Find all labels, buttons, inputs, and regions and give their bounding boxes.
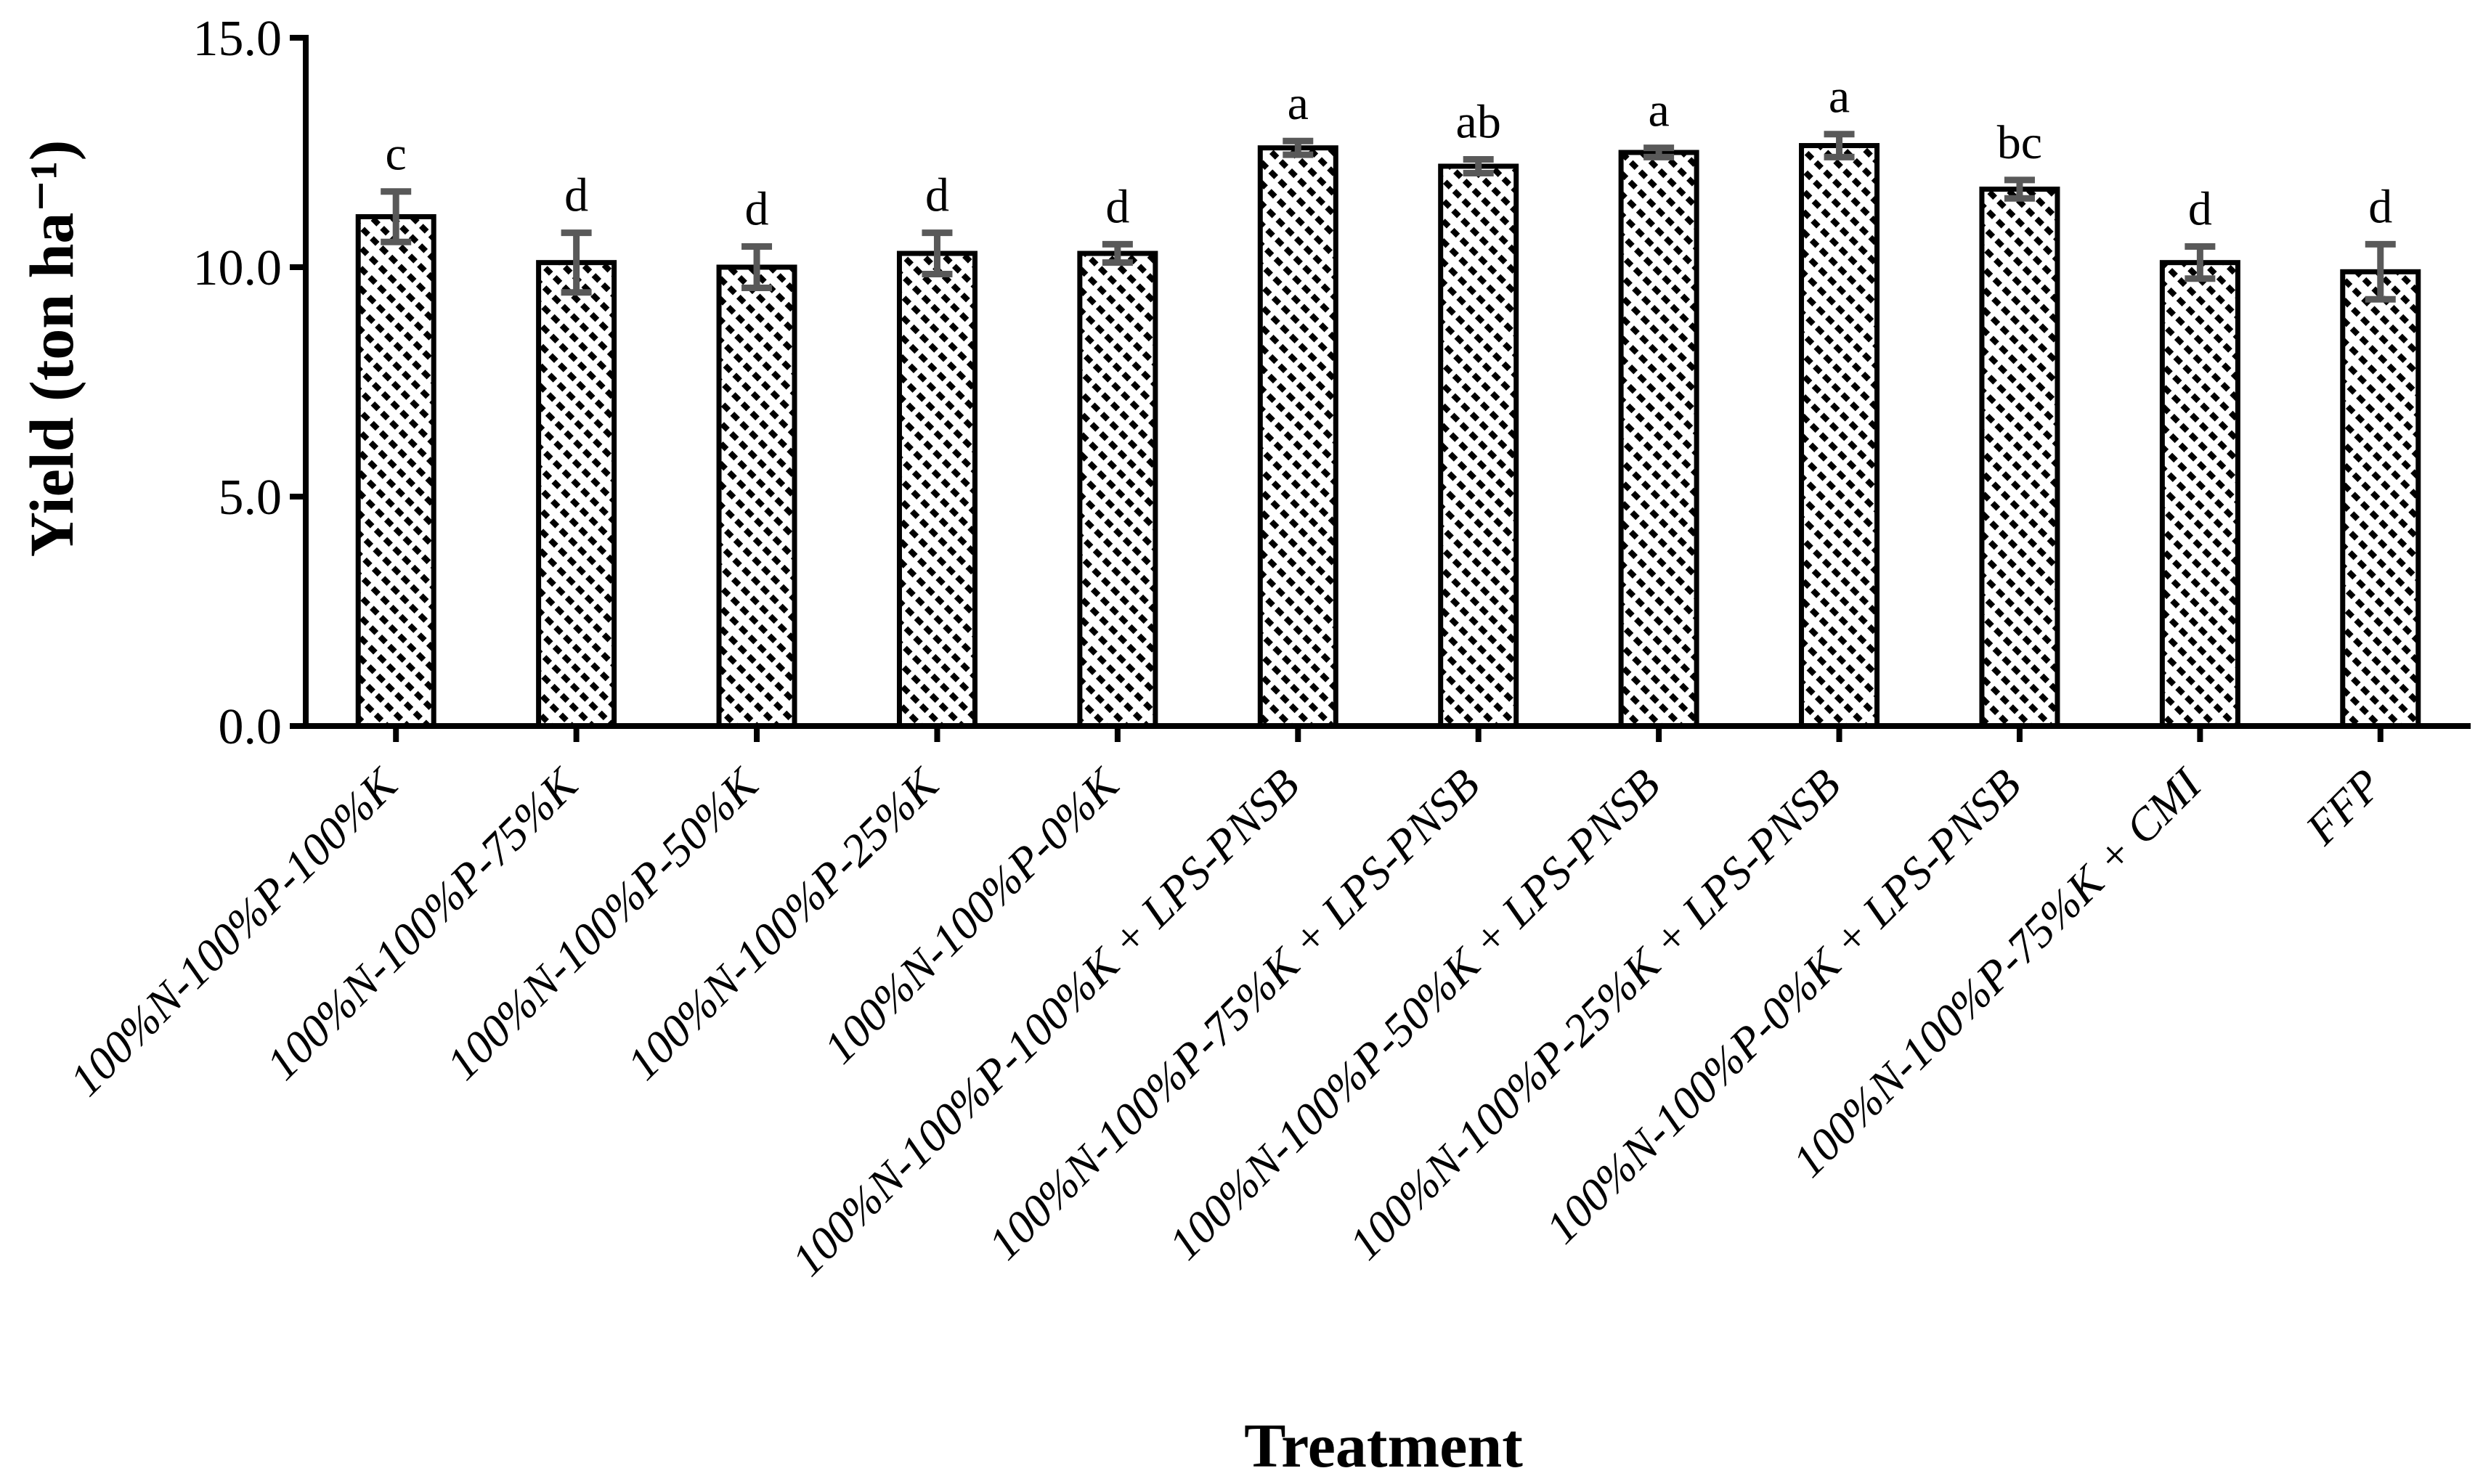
x-category-label-5: 100%N-100%P-0%K [814, 757, 1130, 1073]
sig-letter-9: a [1829, 70, 1850, 123]
y-tick-label-15.0: 15.0 [193, 11, 283, 67]
sig-letter-10: bc [1997, 116, 2042, 169]
bar-5 [1077, 250, 1158, 729]
bars-layer [355, 143, 2421, 729]
sig-letter-2: d [564, 169, 588, 222]
bar-8 [1618, 150, 1699, 729]
sig-letter-12: d [2368, 180, 2392, 233]
y-tick-label-5.0: 5.0 [219, 470, 283, 526]
bar-6 [1257, 145, 1338, 729]
bar-1 [355, 213, 436, 729]
bar-7 [1438, 163, 1519, 729]
sig-letter-7: ab [1456, 95, 1501, 148]
bar-3 [716, 264, 797, 729]
sig-letter-1: c [386, 128, 407, 181]
x-category-label-3: 100%N-100%P-50%K [437, 757, 769, 1089]
bar-11 [2159, 260, 2240, 729]
sig-letter-8: a [1648, 84, 1669, 137]
sig-letter-6: a [1288, 77, 1309, 130]
error-bars-layer [381, 131, 2396, 303]
x-category-label-4: 100%N-100%P-25%K [617, 757, 949, 1089]
axes-layer [290, 35, 2471, 742]
bar-4 [896, 250, 978, 729]
bar-12 [2340, 269, 2421, 729]
sig-letter-4: d [925, 169, 949, 222]
x-category-label-12: FFP [2296, 759, 2391, 855]
x-category-label-1: 100%N-100%P-100%K [60, 757, 409, 1106]
x-category-label-2: 100%N-100%P-75%K [256, 757, 588, 1089]
sig-letter-5: d [1105, 180, 1129, 233]
y-tick-label-0.0: 0.0 [219, 699, 283, 755]
bar-2 [536, 260, 617, 729]
x-axis-title: Treatment [1244, 1411, 1523, 1480]
sig-letter-11: d [2188, 183, 2212, 236]
bar-10 [1979, 187, 2060, 729]
sig-letter-3: d [745, 183, 769, 236]
y-tick-label-10.0: 10.0 [193, 240, 283, 296]
bar-9 [1799, 143, 1880, 729]
y-axis-title: Yield (ton ha⁻¹) [17, 140, 86, 557]
